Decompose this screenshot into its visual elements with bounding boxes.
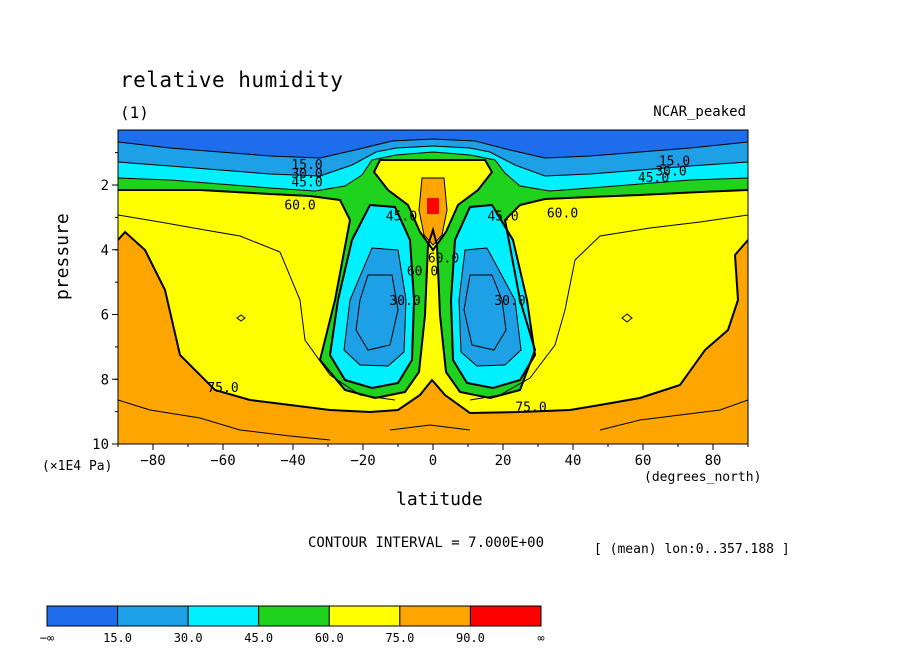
colorbar-bin <box>328 605 401 627</box>
mean-longitude-label: [ (mean) lon:0..357.188 ] <box>594 542 790 557</box>
x-tick-label: 60 <box>635 453 652 469</box>
x-axis-label: latitude <box>396 489 483 510</box>
colorbar-label: −∞ <box>40 631 54 645</box>
colorbar-bin <box>399 605 471 627</box>
x-tick-label: −20 <box>350 453 375 469</box>
x-tick-label: −60 <box>210 453 235 469</box>
y-tick-label: 8 <box>101 372 109 388</box>
contour-label: 30.0 <box>494 294 525 309</box>
x-tick-label: −80 <box>140 453 165 469</box>
colorbar-bin <box>187 605 260 627</box>
contour-label: 30.0 <box>655 164 686 179</box>
field-60-75 <box>118 130 748 413</box>
chart-title: relative humidity <box>120 68 344 92</box>
y-axis-label: pressure <box>52 213 73 300</box>
contour-label: 30.0 <box>389 294 420 309</box>
x-axis: −80 −60 −40 −20 0 20 40 60 80 <box>117 444 749 469</box>
contour-label: 60.0 <box>407 265 438 280</box>
x-tick-label: 40 <box>565 453 582 469</box>
colorbar-bin <box>46 605 119 627</box>
contour-label: 15.0 <box>659 155 690 170</box>
contour-label: 45.0 <box>487 210 518 225</box>
contour-label: 30.0 <box>291 167 322 182</box>
contour-interval-label: CONTOUR INTERVAL = 7.000E+00 <box>308 535 545 551</box>
colorbar-label: 15.0 <box>103 631 132 645</box>
colorbar-label: 60.0 <box>315 631 344 645</box>
y-tick-label: 10 <box>92 437 109 453</box>
field-15-30-right <box>459 248 521 366</box>
colorbar-label: 90.0 <box>456 631 485 645</box>
contour-label: 60.0 <box>284 198 315 213</box>
field-strat-below-15 <box>118 130 748 158</box>
y-axis: 2 4 6 8 10 <box>92 152 118 453</box>
config-label: NCAR_peaked <box>653 104 746 120</box>
contour-label-layer: 15.030.045.060.075.045.030.060.060.045.0… <box>207 155 690 416</box>
colorbar: −∞ 15.0 30.0 45.0 60.0 75.0 90.0 ∞ <box>40 605 545 645</box>
y-axis-unit: (×1E4 Pa) <box>42 459 113 474</box>
contour-label: 75.0 <box>207 381 238 396</box>
colorbar-label: 30.0 <box>174 631 203 645</box>
contour-field <box>118 130 748 444</box>
x-tick-label: 80 <box>705 453 722 469</box>
x-tick-label: 20 <box>495 453 512 469</box>
y-tick-label: 4 <box>101 243 109 259</box>
colorbar-label: 45.0 <box>244 631 273 645</box>
contour-lines <box>118 138 748 441</box>
colorbar-label: 75.0 <box>385 631 414 645</box>
contour-label: 45.0 <box>638 171 669 186</box>
field-upper-red <box>427 198 439 214</box>
contour-label: 75.0 <box>515 401 546 416</box>
x-axis-unit: (degrees_north) <box>644 470 762 485</box>
x-tick-label: −40 <box>280 453 305 469</box>
colorbar-bin <box>117 605 189 627</box>
colorbar-label: ∞ <box>537 631 544 645</box>
y-tick-label: 6 <box>101 308 109 324</box>
y-tick-label: 2 <box>101 178 109 194</box>
chart-subtitle: (1) <box>120 103 149 122</box>
contour-label: 15.0 <box>291 158 322 173</box>
colorbar-bin <box>469 605 542 627</box>
contour-label: 45.0 <box>386 210 417 225</box>
x-tick-label: 0 <box>429 453 437 469</box>
contour-label: 60.0 <box>547 206 578 221</box>
contour-label: 45.0 <box>291 176 322 191</box>
contour-label: 60.0 <box>428 252 459 267</box>
colorbar-bin <box>258 605 330 627</box>
